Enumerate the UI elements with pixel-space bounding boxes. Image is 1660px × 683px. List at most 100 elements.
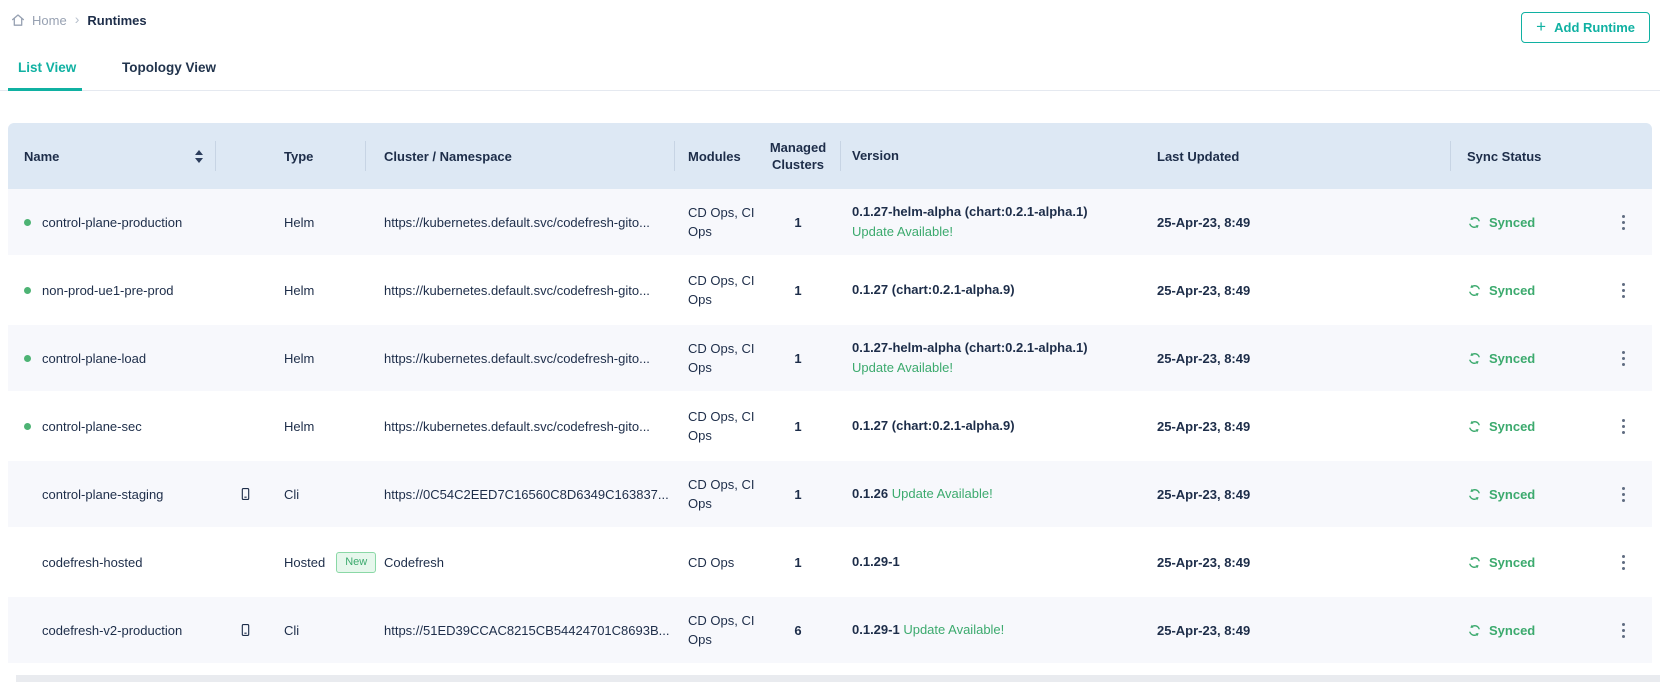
- actions-cell: [1595, 529, 1652, 595]
- sync-icon: [1467, 215, 1482, 230]
- tab-topology-view[interactable]: Topology View: [122, 60, 217, 75]
- runtime-name: control-plane-load: [42, 350, 147, 366]
- more-options-button[interactable]: [1616, 549, 1631, 576]
- last-updated-cell: 25-Apr-23, 8:49: [1145, 325, 1450, 391]
- last-updated: 25-Apr-23, 8:49: [1157, 554, 1251, 570]
- add-runtime-button[interactable]: + Add Runtime: [1521, 12, 1650, 43]
- runtime-version: 0.1.27-helm-alpha (chart:0.2.1-alpha.1): [852, 204, 1088, 219]
- sort-icon[interactable]: [195, 149, 203, 163]
- update-available-link[interactable]: Update Available!: [891, 486, 993, 501]
- managed-clusters-count: 1: [794, 418, 802, 434]
- type-cell: Hosted New: [215, 529, 377, 595]
- column-header-version: Version: [852, 148, 899, 163]
- more-options-button[interactable]: [1616, 413, 1631, 440]
- version-cell: 0.1.29-1 Update Available!: [840, 597, 1145, 663]
- cli-icon: [238, 622, 253, 638]
- breadcrumb: Home › Runtimes: [10, 12, 147, 28]
- tab-list-view[interactable]: List View: [18, 60, 77, 75]
- last-updated-cell: 25-Apr-23, 8:49: [1145, 257, 1450, 323]
- last-updated-cell: 25-Apr-23, 8:49: [1145, 393, 1450, 459]
- more-options-button[interactable]: [1616, 617, 1631, 644]
- runtime-version: 0.1.27 (chart:0.2.1-alpha.9): [852, 282, 1015, 297]
- type-cell: Helm: [215, 393, 365, 459]
- version-cell: 0.1.27-helm-alpha (chart:0.2.1-alpha.1) …: [840, 189, 1145, 255]
- runtime-name: control-plane-sec: [42, 418, 142, 434]
- table-row[interactable]: codefresh-v2-production Cli https://51ED…: [8, 597, 1652, 663]
- more-options-button[interactable]: [1616, 277, 1631, 304]
- cluster-cell: https://0C54C2EED7C16560C8D6349C163837..…: [365, 461, 674, 527]
- sync-icon: [1467, 351, 1482, 366]
- add-runtime-label: Add Runtime: [1554, 20, 1635, 35]
- name-cell: control-plane-sec: [8, 393, 215, 459]
- table-row[interactable]: control-plane-sec Helm https://kubernete…: [8, 393, 1652, 459]
- name-cell: control-plane-staging: [8, 461, 215, 527]
- more-options-button[interactable]: [1616, 209, 1631, 236]
- runtime-name: non-prod-ue1-pre-prod: [42, 282, 174, 298]
- cli-icon: [238, 486, 253, 502]
- breadcrumb-home-link[interactable]: Home: [10, 12, 67, 28]
- managed-clusters-count: 1: [794, 214, 802, 230]
- home-icon: [10, 12, 26, 28]
- actions-cell: [1595, 393, 1652, 459]
- column-header-type: Type: [284, 148, 314, 164]
- runtime-type: Helm: [284, 282, 315, 298]
- table-row[interactable]: control-plane-staging Cli https://0C54C2…: [8, 461, 1652, 527]
- sync-icon: [1467, 555, 1482, 570]
- last-updated-cell: 25-Apr-23, 8:49: [1145, 529, 1450, 595]
- cluster-cell: https://kubernetes.default.svc/codefresh…: [365, 393, 674, 459]
- header-divider: [1450, 141, 1451, 171]
- update-available-link[interactable]: Update Available!: [903, 622, 1005, 637]
- cluster-cell: Codefresh: [365, 529, 674, 595]
- modules-list: CD Ops, CI Ops: [688, 477, 755, 511]
- name-cell: codefresh-hosted: [8, 529, 215, 595]
- actions-cell: [1595, 325, 1652, 391]
- actions-cell: [1595, 189, 1652, 255]
- sync-status-cell: Synced: [1450, 393, 1595, 459]
- more-options-button[interactable]: [1616, 481, 1631, 508]
- sync-status-label: Synced: [1489, 418, 1536, 434]
- version-cell: 0.1.27 (chart:0.2.1-alpha.9): [840, 393, 1145, 459]
- version-cell: 0.1.26 Update Available!: [840, 461, 1145, 527]
- managed-clusters-cell: 1: [756, 393, 840, 459]
- status-dot-icon: [24, 218, 31, 226]
- more-options-button[interactable]: [1616, 345, 1631, 372]
- cluster-cell: https://kubernetes.default.svc/codefresh…: [365, 257, 674, 323]
- modules-list: CD Ops: [688, 554, 735, 570]
- sync-icon: [1467, 283, 1482, 298]
- modules-list: CD Ops, CI Ops: [688, 613, 755, 647]
- table-row[interactable]: control-plane-production Helm https://ku…: [8, 189, 1652, 255]
- managed-clusters-count: 6: [794, 622, 802, 638]
- table-row[interactable]: control-plane-load Helm https://kubernet…: [8, 325, 1652, 391]
- header-divider: [215, 141, 216, 171]
- runtime-version: 0.1.29-1: [852, 622, 900, 637]
- header-divider: [674, 141, 675, 171]
- sync-status-label: Synced: [1489, 622, 1536, 638]
- sync-status-label: Synced: [1489, 554, 1536, 570]
- sync-status-label: Synced: [1489, 486, 1536, 502]
- new-badge: New: [336, 551, 377, 573]
- managed-clusters-cell: 1: [756, 257, 840, 323]
- table-row[interactable]: non-prod-ue1-pre-prod Helm https://kuber…: [8, 257, 1652, 323]
- sync-icon: [1467, 419, 1482, 434]
- sync-status-cell: Synced: [1450, 597, 1595, 663]
- actions-cell: [1595, 461, 1652, 527]
- tabs-bar: List View Topology View: [0, 54, 1660, 91]
- update-available-link[interactable]: Update Available!: [852, 360, 953, 375]
- type-cell: Cli: [215, 461, 365, 527]
- last-updated: 25-Apr-23, 8:49: [1157, 418, 1251, 434]
- column-header-managed-clusters: Managed Clusters: [769, 140, 827, 172]
- sync-icon: [1467, 487, 1482, 502]
- runtime-version: 0.1.27-helm-alpha (chart:0.2.1-alpha.1): [852, 340, 1088, 355]
- table-row[interactable]: codefresh-hosted Hosted New Codefresh CD…: [8, 529, 1652, 595]
- modules-cell: CD Ops, CI Ops: [674, 461, 756, 527]
- breadcrumb-separator-icon: ›: [74, 11, 80, 27]
- cluster-url: https://kubernetes.default.svc/codefresh…: [384, 282, 650, 298]
- runtime-type: Helm: [284, 350, 315, 366]
- sync-status-label: Synced: [1489, 350, 1536, 366]
- runtime-version: 0.1.26: [852, 486, 889, 501]
- runtime-name: control-plane-staging: [42, 486, 164, 502]
- cluster-url: https://kubernetes.default.svc/codefresh…: [384, 214, 650, 230]
- update-available-link[interactable]: Update Available!: [852, 224, 953, 239]
- modules-cell: CD Ops, CI Ops: [674, 189, 756, 255]
- modules-list: CD Ops, CI Ops: [688, 205, 755, 239]
